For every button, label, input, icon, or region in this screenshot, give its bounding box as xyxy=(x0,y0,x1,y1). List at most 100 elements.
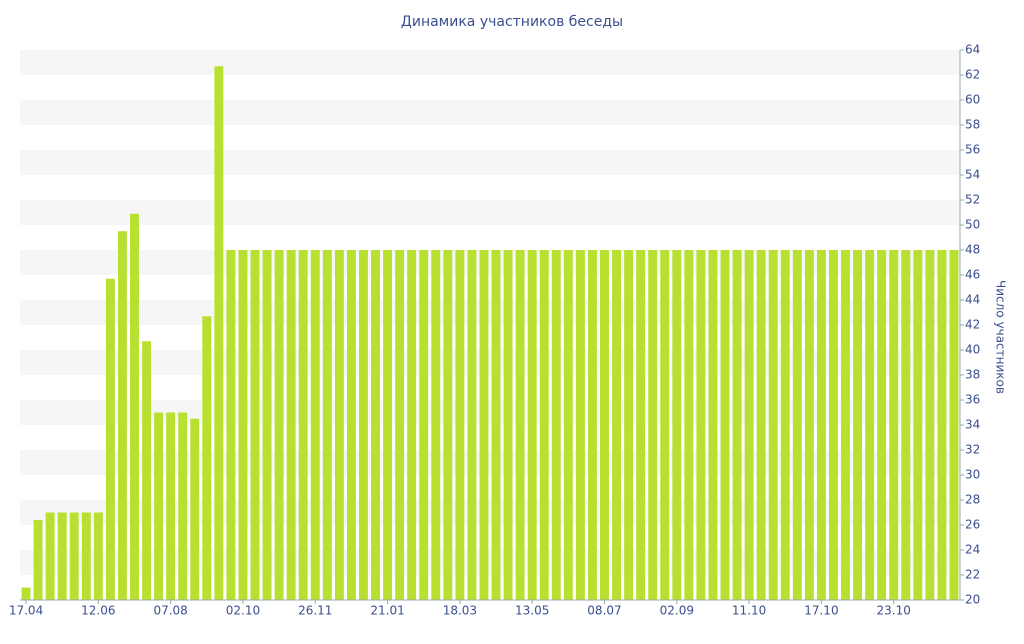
bar xyxy=(334,250,344,600)
x-tick-label: 18.03 xyxy=(443,604,477,618)
grid-band xyxy=(20,450,960,475)
y-tick-label: 22 xyxy=(965,568,980,582)
bar xyxy=(708,250,718,600)
bar xyxy=(696,250,706,600)
bar xyxy=(383,250,393,600)
y-tick-label: 42 xyxy=(965,318,980,332)
bar xyxy=(310,250,320,600)
x-tick-label: 13.05 xyxy=(515,604,549,618)
y-tick-label: 44 xyxy=(965,293,980,307)
grid-band xyxy=(20,500,960,525)
bar xyxy=(889,250,899,600)
bar xyxy=(865,250,875,600)
bar xyxy=(117,231,127,600)
x-tick-label: 12.06 xyxy=(81,604,115,618)
bar xyxy=(913,250,923,600)
bar xyxy=(804,250,814,600)
bar xyxy=(877,250,887,600)
bar xyxy=(130,213,139,600)
bar xyxy=(527,250,537,600)
bar xyxy=(648,250,658,600)
x-tick-label: 07.08 xyxy=(153,604,187,618)
bar xyxy=(45,512,55,600)
grid-band xyxy=(20,150,960,175)
bar xyxy=(756,250,766,600)
x-tick-label: 17.10 xyxy=(804,604,838,618)
x-tick-label: 02.09 xyxy=(660,604,694,618)
y-tick-label: 52 xyxy=(965,193,980,207)
bar xyxy=(166,412,176,600)
y-tick-label: 54 xyxy=(965,168,980,182)
bar xyxy=(105,278,115,600)
bar xyxy=(479,250,489,600)
bar xyxy=(612,250,621,600)
bar xyxy=(539,250,549,600)
bar xyxy=(154,412,164,600)
bar xyxy=(563,250,573,600)
y-tick-label: 60 xyxy=(965,93,980,107)
bar xyxy=(395,250,405,600)
bar xyxy=(407,250,417,600)
grid-band xyxy=(20,300,960,325)
bar xyxy=(238,250,248,600)
grid-band xyxy=(20,200,960,225)
bar xyxy=(925,250,935,600)
bar xyxy=(81,512,91,600)
grid-band xyxy=(20,550,960,575)
bar xyxy=(371,250,380,600)
y-tick-label: 34 xyxy=(965,418,980,432)
x-tick-label: 02.10 xyxy=(226,604,260,618)
bar xyxy=(359,250,368,600)
bar xyxy=(21,587,31,600)
y-tick-label: 28 xyxy=(965,493,980,507)
bar xyxy=(829,250,838,600)
bar xyxy=(190,418,200,600)
grid-band xyxy=(20,100,960,125)
y-tick-label: 40 xyxy=(965,343,980,357)
bar xyxy=(684,250,694,600)
bar xyxy=(443,250,453,600)
bar xyxy=(949,250,959,600)
grid-band xyxy=(20,400,960,425)
bar xyxy=(624,250,634,600)
y-tick-label: 38 xyxy=(965,368,980,382)
bar xyxy=(178,412,188,600)
y-tick-label: 24 xyxy=(965,543,980,557)
bar xyxy=(467,250,477,600)
bar xyxy=(33,520,43,600)
bar xyxy=(491,250,501,600)
bar xyxy=(69,512,79,600)
bar xyxy=(57,512,67,600)
bar xyxy=(816,250,826,600)
y-tick-label: 46 xyxy=(965,268,980,282)
bar xyxy=(93,512,103,600)
grid-band xyxy=(20,350,960,375)
y-tick-label: 36 xyxy=(965,393,980,407)
y-axis-label: Число участников xyxy=(994,280,1008,394)
bar xyxy=(768,250,778,600)
bar xyxy=(672,250,682,600)
bar xyxy=(792,250,802,600)
x-tick-label: 23.10 xyxy=(877,604,911,618)
x-tick-label: 26.11 xyxy=(298,604,332,618)
bar xyxy=(298,250,308,600)
y-tick-label: 32 xyxy=(965,443,980,457)
y-tick-label: 50 xyxy=(965,218,980,232)
x-tick-label: 17.04 xyxy=(9,604,43,618)
bar xyxy=(937,250,947,600)
bar xyxy=(250,250,260,600)
y-tick-label: 20 xyxy=(965,593,980,607)
bar xyxy=(419,250,429,600)
bar xyxy=(732,250,742,600)
bar xyxy=(503,250,513,600)
y-tick-label: 48 xyxy=(965,243,980,257)
y-tick-label: 64 xyxy=(965,43,980,57)
bar xyxy=(720,250,730,600)
chart-title: Динамика участников беседы xyxy=(401,14,623,30)
grid-band xyxy=(20,50,960,75)
bar xyxy=(286,250,296,600)
bar xyxy=(853,250,863,600)
x-tick-label: 11.10 xyxy=(732,604,766,618)
bar xyxy=(587,250,597,600)
